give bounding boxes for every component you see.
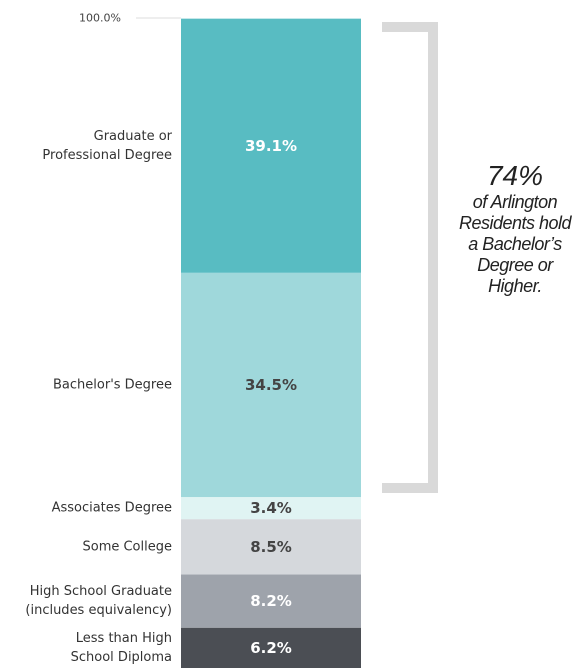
annotation-headline: 74% bbox=[486, 160, 544, 191]
value-label: 8.2% bbox=[250, 592, 292, 611]
bar-segment bbox=[181, 574, 361, 628]
value-label: 6.2% bbox=[250, 638, 292, 657]
bar-segment bbox=[181, 272, 361, 498]
y-tick-label: 100.0% bbox=[79, 11, 121, 25]
category-label: Associates Degree bbox=[51, 500, 172, 516]
category-label: High School Graduate (includes equivalen… bbox=[25, 584, 172, 619]
value-label: 34.5% bbox=[244, 375, 298, 394]
bar-segment bbox=[181, 519, 361, 575]
value-label: 39.1% bbox=[244, 136, 298, 155]
value-label: 8.5% bbox=[250, 537, 292, 556]
bar-segment bbox=[181, 497, 361, 520]
annotation-text: of Arlington Residents hold a Bachelor’s… bbox=[458, 192, 572, 296]
annotation: 74% of Arlington Residents hold a Bachel… bbox=[455, 160, 575, 297]
category-label: Graduate or Professional Degree bbox=[42, 128, 172, 163]
category-label: Bachelor's Degree bbox=[53, 377, 172, 393]
bracket bbox=[382, 22, 438, 493]
bar-segment bbox=[181, 627, 361, 668]
value-label: 3.4% bbox=[250, 499, 292, 518]
bar-segment bbox=[181, 18, 361, 273]
category-label: Less than High School Diploma bbox=[70, 630, 172, 665]
category-label: Some College bbox=[82, 539, 172, 555]
